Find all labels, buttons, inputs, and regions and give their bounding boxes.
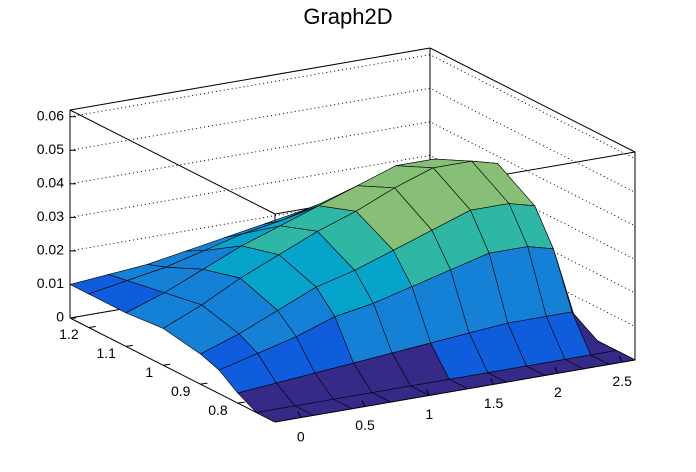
x-tick-label: 1	[425, 406, 433, 422]
y-tick-label: 0.8	[208, 402, 228, 418]
y-tick-label: 1.1	[96, 345, 116, 361]
z-tick-label: 0.05	[37, 141, 64, 157]
x-tick	[361, 400, 366, 407]
y-tick	[200, 382, 208, 385]
x-tick	[425, 389, 430, 396]
z-tick-label: 0.03	[37, 208, 64, 224]
z-tick-label: 0	[56, 309, 64, 325]
x-tick	[490, 378, 495, 385]
z-tick-label: 0.02	[37, 242, 64, 258]
y-tick-label: 1.2	[59, 326, 79, 342]
box-edge	[69, 47, 431, 111]
box-edge	[429, 47, 636, 153]
x-tick	[554, 367, 559, 374]
x-tick-label: 1.5	[484, 395, 504, 411]
y-tick	[163, 363, 171, 366]
y-tick-label: 0.9	[171, 383, 191, 399]
y-tick-label: 1	[145, 364, 153, 380]
chart-title: Graph2D	[303, 4, 392, 29]
grid-line	[69, 54, 636, 160]
y-tick	[125, 344, 133, 347]
z-tick-label: 0.06	[37, 107, 64, 123]
x-tick-label: 0.5	[355, 417, 375, 433]
x-tick	[297, 411, 302, 418]
box-edge	[69, 109, 276, 215]
grid-line	[69, 87, 636, 193]
x-tick-label: 0	[297, 428, 305, 444]
x-tick	[618, 355, 623, 363]
box-edge	[274, 359, 636, 423]
x-tick-label: 2	[554, 384, 562, 400]
z-tick-label: 0.04	[37, 175, 64, 191]
y-tick	[237, 401, 245, 404]
y-tick	[88, 325, 96, 328]
x-tick-label: 2.5	[612, 373, 632, 389]
z-tick-label: 0.01	[37, 275, 64, 291]
box-edge	[69, 317, 276, 423]
